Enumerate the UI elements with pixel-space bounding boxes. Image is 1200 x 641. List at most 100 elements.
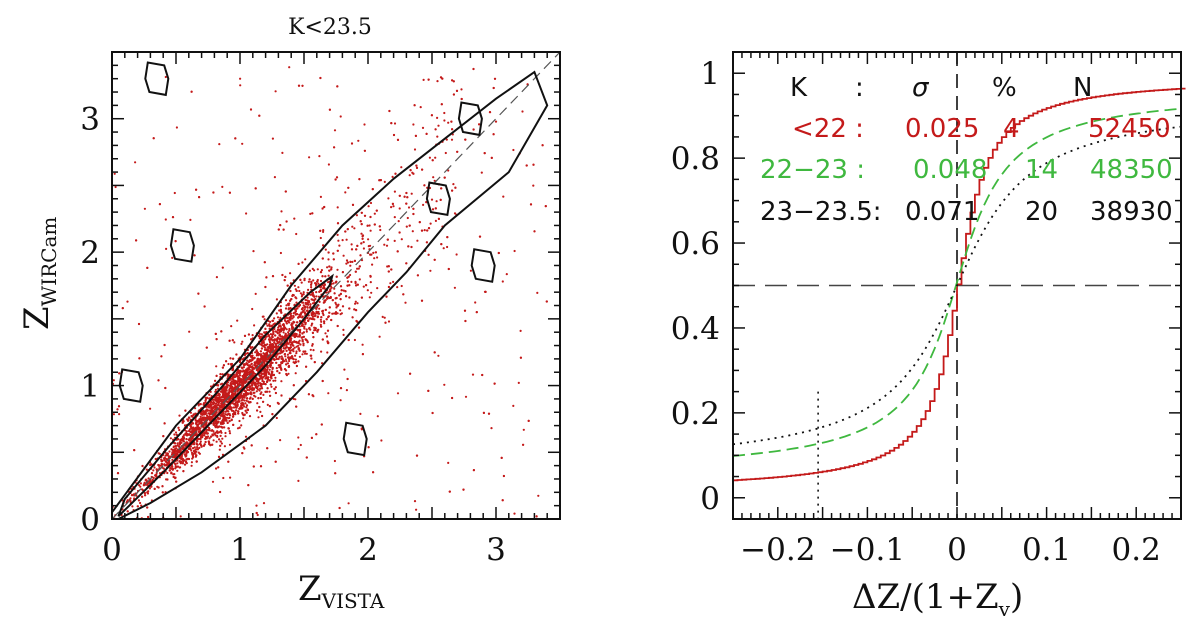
scatter-point <box>288 327 291 331</box>
scatter-point <box>322 313 325 317</box>
scatter-point <box>238 407 241 410</box>
scatter-point <box>229 387 233 390</box>
scatter-point <box>272 379 275 382</box>
scatter-point <box>224 435 227 438</box>
scatter-point <box>423 184 426 187</box>
scatter-point <box>182 436 185 439</box>
scatter-point <box>218 448 221 451</box>
scatter-point <box>219 422 222 425</box>
scatter-point <box>227 384 230 387</box>
scatter-point <box>418 221 421 224</box>
scatter-point <box>292 320 295 323</box>
scatter-point <box>248 365 251 368</box>
scatter-point <box>339 298 342 301</box>
scatter-point <box>192 450 196 453</box>
scatter-point <box>484 290 487 293</box>
scatter-point <box>318 155 321 158</box>
scatter-point <box>219 398 222 401</box>
scatter-point <box>339 292 342 295</box>
scatter-point <box>275 298 278 301</box>
scatter-point <box>200 444 203 447</box>
scatter-point <box>221 382 224 385</box>
scatter-point <box>272 344 275 347</box>
scatter-point <box>327 163 330 166</box>
scatter-point <box>198 196 201 199</box>
scatter-point <box>246 392 249 395</box>
scatter-point <box>211 480 215 483</box>
scatter-point <box>311 298 314 301</box>
scatter-point <box>275 367 278 370</box>
scatter-point <box>128 498 131 501</box>
scatter-point <box>451 79 454 82</box>
scatter-point <box>202 416 206 419</box>
scatter-point <box>281 273 284 277</box>
scatter-point <box>446 236 449 239</box>
scatter-point <box>450 138 454 141</box>
scatter-point <box>271 324 274 327</box>
scatter-point <box>277 357 280 360</box>
scatter-point <box>478 235 482 238</box>
scatter-point <box>163 343 166 347</box>
scatter-point <box>268 324 271 327</box>
scatter-point <box>341 271 344 274</box>
scatter-point <box>311 310 314 314</box>
scatter-point <box>344 191 347 194</box>
scatter-point <box>320 320 323 323</box>
scatter-point <box>152 469 155 472</box>
scatter-point <box>390 268 393 271</box>
scatter-point <box>490 427 493 430</box>
scatter-point <box>230 394 233 397</box>
scatter-point <box>303 311 306 314</box>
scatter-point <box>192 435 195 438</box>
scatter-point <box>369 253 372 256</box>
scatter-point <box>492 86 495 90</box>
scatter-point <box>274 391 277 395</box>
scatter-point <box>193 254 196 257</box>
scatter-point <box>439 198 442 201</box>
scatter-point <box>292 312 295 315</box>
scatter-point <box>215 276 218 279</box>
scatter-point <box>333 146 336 149</box>
scatter-point <box>403 195 406 198</box>
scatter-point <box>168 469 171 472</box>
scatter-point <box>176 469 179 472</box>
scatter-point <box>164 218 167 221</box>
scatter-point <box>287 307 290 310</box>
scatter-point <box>208 441 211 444</box>
scatter-point <box>245 404 249 407</box>
scatter-point <box>336 85 339 88</box>
scatter-point <box>373 257 376 260</box>
scatter-point <box>185 458 188 461</box>
scatter-point <box>307 393 310 396</box>
scatter-point <box>231 376 234 379</box>
scatter-point <box>301 261 304 264</box>
scatter-point <box>472 128 475 131</box>
scatter-point <box>367 205 370 208</box>
scatter-point <box>359 220 362 223</box>
scatter-point <box>315 291 318 294</box>
scatter-point <box>291 327 294 330</box>
scatter-point <box>324 308 327 311</box>
scatter-point <box>521 110 524 113</box>
scatter-point <box>227 362 230 366</box>
scatter-point <box>197 437 200 441</box>
scatter-point <box>155 475 158 478</box>
scatter-point <box>434 219 437 222</box>
scatter-point <box>209 403 212 406</box>
scatter-point <box>178 451 181 454</box>
scatter-point <box>355 248 358 251</box>
scatter-point <box>279 251 282 255</box>
scatter-point <box>334 472 337 475</box>
scatter-point <box>165 453 168 456</box>
scatter-point <box>194 412 197 415</box>
scatter-point <box>387 285 390 289</box>
scatter-point <box>446 245 449 249</box>
scatter-point <box>269 344 272 347</box>
scatter-point <box>370 291 373 294</box>
scatter-point <box>227 460 230 463</box>
scatter-point <box>335 296 338 300</box>
scatter-point <box>310 354 313 357</box>
scatter-point <box>258 114 261 117</box>
scatter-point <box>292 358 295 361</box>
scatter-point <box>348 296 351 299</box>
